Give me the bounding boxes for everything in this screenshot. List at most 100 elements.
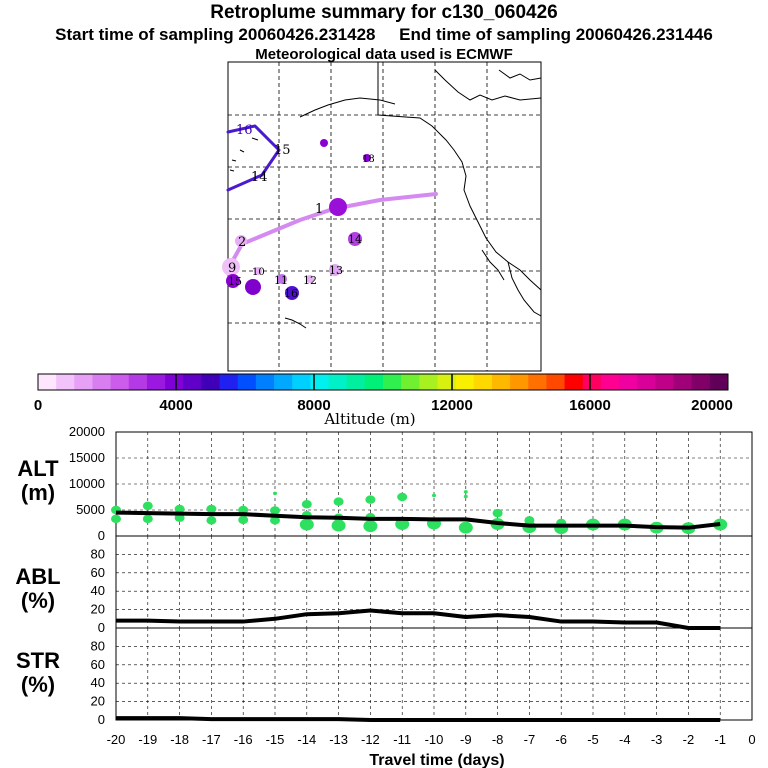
x-tick-label: -8 (492, 732, 504, 747)
x-tick-label: -14 (297, 732, 316, 747)
colorbar-label: Altitude (m) (323, 410, 415, 428)
cluster-marker (235, 235, 247, 247)
cluster-dot (142, 501, 153, 511)
cluster-dot (492, 508, 503, 518)
colorbar-cell (455, 374, 475, 390)
map-label: 13 (329, 264, 343, 277)
colorbar-tick: 12000 (431, 397, 473, 414)
y-tick-label: 15000 (69, 450, 105, 465)
cluster-markers (222, 139, 371, 300)
cluster-dot (142, 514, 153, 524)
y-tick-label: 20 (91, 694, 105, 709)
cluster-dot (270, 516, 280, 525)
colorbar-cell (709, 374, 729, 390)
colorbar-cell (673, 374, 693, 390)
map-label: 9 (228, 261, 236, 276)
map-label: 15 (274, 143, 291, 158)
abl-panel-unit: (%) (21, 588, 55, 613)
cluster-marker (245, 279, 261, 295)
y-tick-label: 5000 (76, 502, 105, 517)
colorbar-cell (582, 374, 602, 390)
cluster-dot (111, 514, 121, 524)
x-tick-label: -3 (651, 732, 663, 747)
colorbar-cell (637, 374, 656, 390)
coastlines (229, 62, 542, 329)
colorbar-cell (528, 374, 547, 390)
colorbar-cell (546, 374, 566, 390)
time-series-panels: 0 5000 10000 15000 20000 0 20 40 60 80 0 20 40 60 80 -… (15, 424, 755, 768)
map-label: 2 (238, 235, 246, 250)
cluster-dot (238, 515, 249, 525)
colorbar-cell (655, 374, 675, 390)
panel-gridlines (116, 431, 752, 720)
colorbar-cell (473, 374, 493, 390)
x-tick-labels: -20 -19 -18 -17 -16 -15 -14 -13 -12 -11 -10 -9 -8 -7-… (107, 732, 756, 747)
map-label: 15 (228, 275, 242, 288)
colorbar-tick: 20000 (691, 397, 733, 414)
colorbar-cell (183, 374, 202, 390)
colorbar: 0 4000 8000 12000 16000 20000 Altitude (… (34, 373, 733, 428)
colorbar-cell (328, 374, 348, 390)
colorbar-cell (510, 374, 529, 390)
y-tick-label: 40 (91, 583, 105, 598)
x-tick-label: -7 (524, 732, 536, 747)
alt-panel-unit: (m) (21, 480, 55, 505)
cluster-dot (299, 518, 314, 531)
colorbar-tick: 8000 (297, 397, 330, 414)
map-label: 12 (303, 274, 317, 287)
cluster-marker (226, 274, 240, 288)
x-tick-label: -1 (714, 732, 726, 747)
alt-cluster-dots (111, 490, 728, 535)
x-tick-label: 0 (748, 732, 755, 747)
track-main (230, 192, 438, 264)
colorbar-cell (419, 374, 438, 390)
y-tick-label: 20000 (69, 424, 105, 439)
cluster-marker (306, 275, 314, 283)
colorbar-cell (92, 374, 112, 390)
cluster-dot (458, 521, 473, 534)
y-tick-label: 80 (91, 638, 105, 653)
cluster-dot (524, 516, 535, 525)
x-tick-label: -4 (619, 732, 631, 747)
y-tick-labels: 0 5000 10000 15000 20000 0 20 40 60 80 0 20 40 60 80 (69, 424, 105, 727)
x-tick-label: -20 (107, 732, 126, 747)
cluster-marker (329, 198, 347, 216)
colorbar-cell (110, 374, 130, 390)
colorbar-cell (201, 374, 221, 390)
colorbar-cell (146, 374, 166, 390)
cluster-dot (270, 506, 280, 515)
colorbar-cells (38, 374, 729, 390)
colorbar-cell (219, 374, 239, 390)
map-label: 10 (252, 267, 265, 278)
series-lines (115, 510, 721, 722)
series-line (115, 510, 721, 530)
met-data-note: Meteorological data used is ECMWF (255, 46, 513, 63)
cluster-dot (206, 516, 217, 525)
colorbar-cell (691, 374, 711, 390)
cluster-dot (333, 497, 344, 506)
cluster-marker (277, 274, 287, 284)
colorbar-cell (619, 374, 638, 390)
cluster-dot (463, 490, 468, 494)
x-tick-label: -12 (361, 732, 380, 747)
x-tick-label: -6 (555, 732, 567, 747)
y-tick-label: 60 (91, 565, 105, 580)
map-label: 11 (274, 274, 288, 287)
map-frame (227, 61, 542, 372)
colorbar-cell (74, 374, 93, 390)
colorbar-cell (128, 374, 148, 390)
colorbar-cell (38, 374, 57, 390)
map-label: 1 (315, 202, 323, 217)
colorbar-cell (292, 374, 311, 390)
cluster-dot (432, 493, 436, 498)
colorbar-tick: 16000 (569, 397, 611, 414)
series-line (116, 716, 721, 722)
cluster-marker (285, 286, 299, 300)
cluster-marker (222, 258, 240, 276)
cluster-marker (363, 154, 371, 162)
colorbar-cell (564, 374, 584, 390)
track-high (226, 124, 281, 192)
sampling-times: Start time of sampling 20060426.231428 E… (55, 25, 713, 44)
x-tick-label: -15 (266, 732, 285, 747)
